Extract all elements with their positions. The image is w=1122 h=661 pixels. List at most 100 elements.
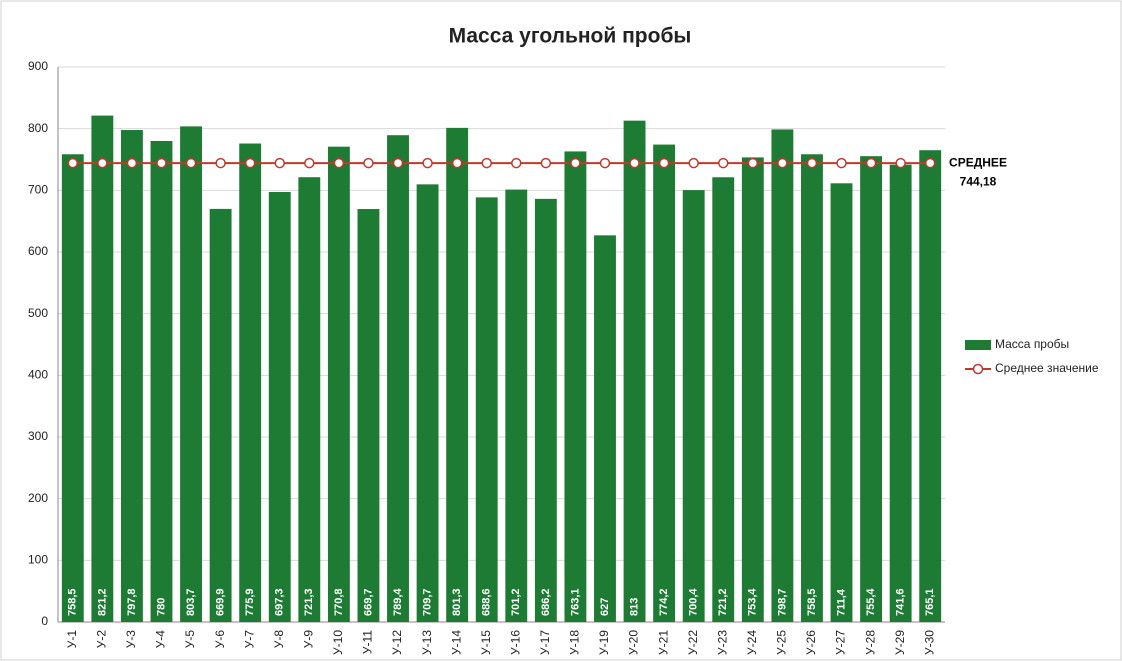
data-label: 686,2 — [540, 588, 552, 616]
x-tick-label: У-11 — [361, 630, 375, 654]
x-tick-label: У-30 — [922, 630, 936, 655]
data-label: 700,4 — [688, 588, 700, 616]
y-tick-label: 0 — [41, 614, 48, 628]
bar — [505, 189, 528, 623]
x-tick-label: У-25 — [775, 630, 789, 655]
bar — [801, 154, 823, 622]
bar — [180, 126, 202, 622]
line-marker — [658, 157, 670, 169]
y-tick-label: 300 — [28, 429, 48, 443]
y-tick-label: 700 — [28, 183, 48, 197]
line-marker — [392, 157, 404, 169]
data-label: 798,7 — [776, 588, 788, 616]
data-label: 774,2 — [658, 588, 670, 616]
bar — [209, 208, 232, 622]
x-tick-label: У-4 — [154, 630, 168, 649]
data-label: 669,9 — [215, 588, 227, 616]
line-marker — [274, 157, 285, 169]
legend-label: Среднее значение — [995, 361, 1099, 375]
line-marker — [511, 157, 522, 169]
bar — [653, 144, 676, 622]
data-label: 780 — [155, 598, 167, 616]
data-label: 741,6 — [895, 588, 907, 616]
bar — [150, 141, 173, 622]
bar — [239, 143, 262, 623]
line-marker — [156, 157, 167, 169]
legend-swatch-marker — [972, 363, 984, 375]
x-tick-label: У-9 — [301, 630, 315, 649]
line-marker — [481, 157, 492, 169]
legend-swatch — [965, 340, 991, 350]
bar — [682, 190, 705, 622]
x-tick-label: У-14 — [449, 630, 463, 655]
legend-label: Масса пробы — [995, 337, 1069, 351]
line-marker — [97, 157, 108, 169]
y-tick-label: 200 — [28, 491, 48, 505]
x-tick-label: У-18 — [568, 630, 582, 655]
line-marker — [126, 157, 138, 169]
y-tick-label: 900 — [28, 59, 48, 73]
data-label: 813 — [628, 598, 640, 616]
bar — [534, 198, 557, 623]
data-label: 770,8 — [333, 588, 345, 616]
annotation: 744,18 — [960, 174, 997, 188]
line-marker — [777, 157, 788, 169]
data-label: 709,7 — [421, 588, 433, 616]
annotation: СРЕДНЕЕ — [949, 155, 1007, 169]
line-marker — [629, 157, 640, 169]
bar — [830, 183, 853, 622]
x-tick-label: У-5 — [183, 630, 197, 649]
x-tick-label: У-28 — [863, 630, 877, 655]
y-tick-label: 500 — [28, 306, 48, 320]
bar — [446, 127, 469, 623]
line-marker — [185, 157, 197, 169]
bar — [741, 157, 764, 623]
bar — [919, 150, 942, 622]
x-tick-label: У-21 — [656, 630, 670, 655]
data-label: 803,7 — [185, 588, 197, 616]
bar — [357, 209, 380, 623]
data-label: 789,4 — [392, 588, 404, 616]
line-marker — [865, 157, 877, 169]
bar — [91, 115, 114, 623]
line-marker — [747, 157, 759, 169]
data-label: 758,5 — [67, 588, 79, 616]
bar — [712, 177, 735, 622]
x-tick-label: У-12 — [390, 630, 404, 655]
line-marker — [422, 157, 433, 169]
bar — [594, 235, 616, 622]
data-label: 758,5 — [806, 588, 818, 616]
data-label: 821,2 — [96, 588, 108, 616]
x-tick-label: У-2 — [95, 630, 109, 649]
y-tick-label: 800 — [28, 121, 48, 135]
x-tick-label: У-23 — [715, 630, 729, 655]
bar — [564, 151, 587, 622]
bar — [387, 135, 409, 622]
bar — [416, 184, 439, 622]
y-tick-label: 600 — [28, 244, 48, 258]
data-label: 765,1 — [924, 588, 936, 616]
data-label: 669,7 — [362, 588, 374, 616]
x-tick-label: У-27 — [834, 630, 848, 655]
y-tick-label: 100 — [28, 553, 48, 567]
bar — [889, 164, 912, 622]
data-label: 721,2 — [717, 588, 729, 616]
data-label: 627 — [599, 598, 611, 616]
x-tick-label: У-15 — [479, 630, 493, 655]
data-label: 711,4 — [835, 588, 847, 616]
line-marker — [363, 157, 374, 169]
line-marker — [895, 157, 906, 169]
line-marker — [451, 157, 463, 169]
x-tick-label: У-17 — [538, 630, 552, 655]
x-tick-label: У-29 — [893, 630, 907, 655]
x-tick-label: У-7 — [242, 630, 256, 649]
line-marker — [67, 157, 79, 169]
x-tick-label: У-24 — [745, 630, 759, 655]
data-label: 763,1 — [569, 588, 581, 616]
y-tick-label: 400 — [28, 368, 48, 382]
data-label: 755,4 — [865, 588, 877, 616]
line-marker — [806, 157, 818, 169]
line-marker — [244, 157, 256, 169]
